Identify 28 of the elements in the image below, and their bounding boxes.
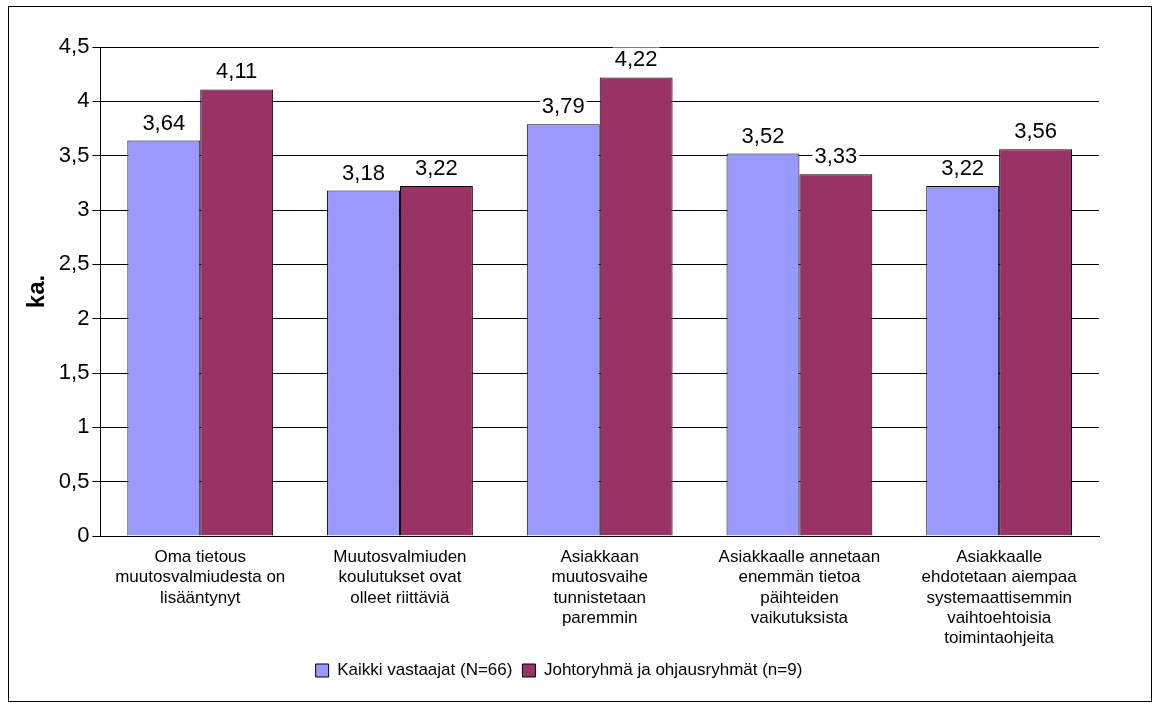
y-tick-label: 3,5 bbox=[58, 141, 90, 167]
x-tick-label: Asiakkaalle annetaan enemmän tietoa päihteiden vaikutuksista bbox=[718, 546, 881, 628]
y-tick-label: 0,5 bbox=[58, 467, 90, 493]
data-label: 3,56 bbox=[1014, 118, 1057, 144]
y-tick-label: 4,5 bbox=[58, 33, 90, 59]
y-tick-label: 4 bbox=[77, 87, 90, 113]
data-label: 4,11 bbox=[216, 58, 258, 84]
data-label: 3,33 bbox=[814, 143, 858, 169]
y-axis-title: ka. bbox=[22, 274, 50, 309]
data-label: 3,22 bbox=[941, 155, 985, 181]
data-label: 3,64 bbox=[142, 109, 186, 135]
y-tick-label: 2 bbox=[77, 304, 90, 330]
x-tick-label: Oma tietous muutosvalmiudesta on lisääntynyt bbox=[115, 546, 286, 607]
y-tick-label: 3 bbox=[77, 196, 90, 222]
data-label: 4,22 bbox=[614, 46, 658, 72]
legend-label: Kaikki vastaajat (N=66) bbox=[337, 660, 513, 680]
data-label: 3,18 bbox=[342, 159, 385, 185]
data-label: 3,52 bbox=[741, 122, 785, 148]
x-tick-label: Asiakkaalle ehdotetaan aiempaa systemaattisemmin vaihtoehtoisia toimintaohjeita bbox=[921, 546, 1078, 648]
y-tick-label: 0 bbox=[77, 522, 90, 548]
legend-label: Johtoryhmä ja ohjausryhmät (n=9) bbox=[543, 660, 803, 680]
data-label: 3,22 bbox=[415, 155, 458, 181]
y-tick-label: 1,5 bbox=[58, 359, 90, 385]
data-label: 3,79 bbox=[541, 93, 585, 119]
x-tick-label: Asiakkaan muutosvaihe tunnistetaan paremmin bbox=[551, 546, 648, 628]
y-tick-label: 1 bbox=[77, 413, 90, 439]
x-tick-label: Muutosvalmiuden koulutukset ovat olleet riittäviä bbox=[333, 546, 467, 607]
y-tick-label: 2,5 bbox=[58, 250, 90, 276]
